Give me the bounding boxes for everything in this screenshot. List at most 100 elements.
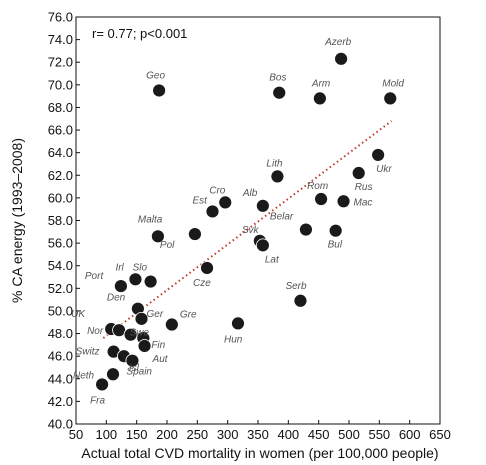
data-point-pol <box>188 227 202 241</box>
y-tick-label: 56.0 <box>48 236 73 251</box>
point-label-port: Port <box>85 271 105 282</box>
point-label-belar: Belar <box>270 212 294 223</box>
y-tick-label: 44.0 <box>48 371 73 386</box>
point-label-cro: Cro <box>209 185 226 196</box>
data-points <box>95 51 398 392</box>
correlation-annotation: r= 0.77; p<0.001 <box>92 26 187 41</box>
data-point-ger <box>134 311 149 326</box>
data-point-mac <box>336 194 351 209</box>
data-point-gre <box>164 317 179 332</box>
x-tick-label: 550 <box>368 427 390 442</box>
data-point-arm <box>312 91 327 106</box>
y-tick-label: 74.0 <box>48 32 73 47</box>
y-tick-label: 40.0 <box>48 417 73 432</box>
x-tick-label: 450 <box>308 427 330 442</box>
point-label-uk: UK <box>71 309 86 320</box>
point-label-ger: Ger <box>147 309 164 320</box>
point-label-swe: Swe <box>130 328 150 339</box>
y-tick-label: 76.0 <box>48 10 73 25</box>
point-label-mac: Mac <box>354 197 373 208</box>
y-tick-label: 72.0 <box>48 55 73 70</box>
data-point-azerb <box>334 51 349 66</box>
x-tick-label: 350 <box>247 427 269 442</box>
point-label-fra: Fra <box>90 395 105 406</box>
y-tick-label: 52.0 <box>48 281 73 296</box>
point-label-pol: Pol <box>160 240 175 251</box>
point-label-rus: Rus <box>355 182 373 193</box>
point-label-rom: Rom <box>307 181 328 192</box>
data-point-slo <box>143 274 158 289</box>
data-point-neth <box>106 367 120 382</box>
x-tick-label: 400 <box>277 427 299 442</box>
point-label-spain: Spain <box>126 367 152 378</box>
point-label-bul: Bul <box>328 240 343 251</box>
point-label-geo: Geo <box>146 70 165 81</box>
point-label-slo: Slo <box>133 263 148 274</box>
y-tick-label: 48.0 <box>48 326 73 341</box>
data-point-rus <box>351 166 366 180</box>
point-label-cze: Cze <box>193 278 211 289</box>
data-point-cze <box>200 261 214 275</box>
x-tick-label: 500 <box>338 427 360 442</box>
y-tick-label: 60.0 <box>48 190 73 205</box>
data-point-swe <box>123 327 138 342</box>
x-tick-label: 200 <box>156 427 178 442</box>
x-axis-title: Actual total CVD mortality in women (per… <box>81 445 438 461</box>
y-tick-label: 54.0 <box>48 258 73 273</box>
data-point-irl <box>128 272 143 287</box>
data-point-ukr <box>371 148 386 162</box>
x-tick-labels: 50 100 150 200 250 300 350 400 450 500 550 600 650 <box>69 427 451 442</box>
point-label-arm: Arm <box>311 78 330 89</box>
x-tick-label: 600 <box>399 427 421 442</box>
data-point-est <box>205 204 220 219</box>
x-tick-label: 100 <box>95 427 117 442</box>
point-label-aut: Aut <box>152 354 169 365</box>
data-point-rom <box>314 192 328 206</box>
point-label-hun: Hun <box>224 334 243 345</box>
point-label-est: Est <box>193 195 209 206</box>
point-label-den: Den <box>107 293 126 304</box>
point-label-nor: Nor <box>87 326 104 337</box>
x-tick-label: 650 <box>429 427 451 442</box>
trend-line <box>102 120 393 339</box>
tick-marks <box>75 16 441 425</box>
y-tick-label: 42.0 <box>48 394 73 409</box>
point-label-svk: Svk <box>242 225 260 236</box>
y-tick-labels: 40.0 42.0 44.0 46.0 48.0 50.0 52.0 54.0 56.0 58.0… <box>48 10 73 432</box>
point-label-neth: Neth <box>73 370 95 381</box>
point-label-ukr: Ukr <box>376 164 392 175</box>
y-tick-label: 58.0 <box>48 213 73 228</box>
data-point-alb <box>255 198 270 213</box>
data-point-nor <box>112 323 126 338</box>
x-tick-label: 300 <box>217 427 239 442</box>
point-label-isl: Isl <box>129 363 140 374</box>
data-point-hun <box>231 316 245 331</box>
data-point-lith <box>270 169 285 184</box>
data-point-fra <box>95 377 109 392</box>
x-tick-label: 150 <box>126 427 148 442</box>
point-label-irl: Irl <box>115 262 124 273</box>
y-tick-label: 70.0 <box>48 77 73 92</box>
y-tick-label: 64.0 <box>48 145 73 160</box>
y-tick-label: 62.0 <box>48 168 73 183</box>
data-point-belar <box>299 222 313 237</box>
point-label-azerb: Azerb <box>324 37 352 48</box>
data-point-serb <box>293 293 308 308</box>
point-label-lith: Lith <box>266 158 283 169</box>
point-label-malta: Malta <box>138 214 163 225</box>
point-label-gre: Gre <box>180 310 197 321</box>
data-point-lat <box>255 238 270 253</box>
data-point-cro <box>218 195 233 210</box>
data-point-geo <box>152 83 167 98</box>
point-label-mold: Mold <box>382 78 404 89</box>
data-point-malta <box>150 229 165 244</box>
y-tick-label: 50.0 <box>48 303 73 318</box>
y-tick-label: 46.0 <box>48 349 73 364</box>
point-label-alb: Alb <box>242 188 258 199</box>
y-tick-label: 66.0 <box>48 123 73 138</box>
data-point-spain <box>125 353 140 368</box>
x-tick-label: 250 <box>186 427 208 442</box>
y-axis-title: % CA energy (1993–2008) <box>9 138 25 303</box>
